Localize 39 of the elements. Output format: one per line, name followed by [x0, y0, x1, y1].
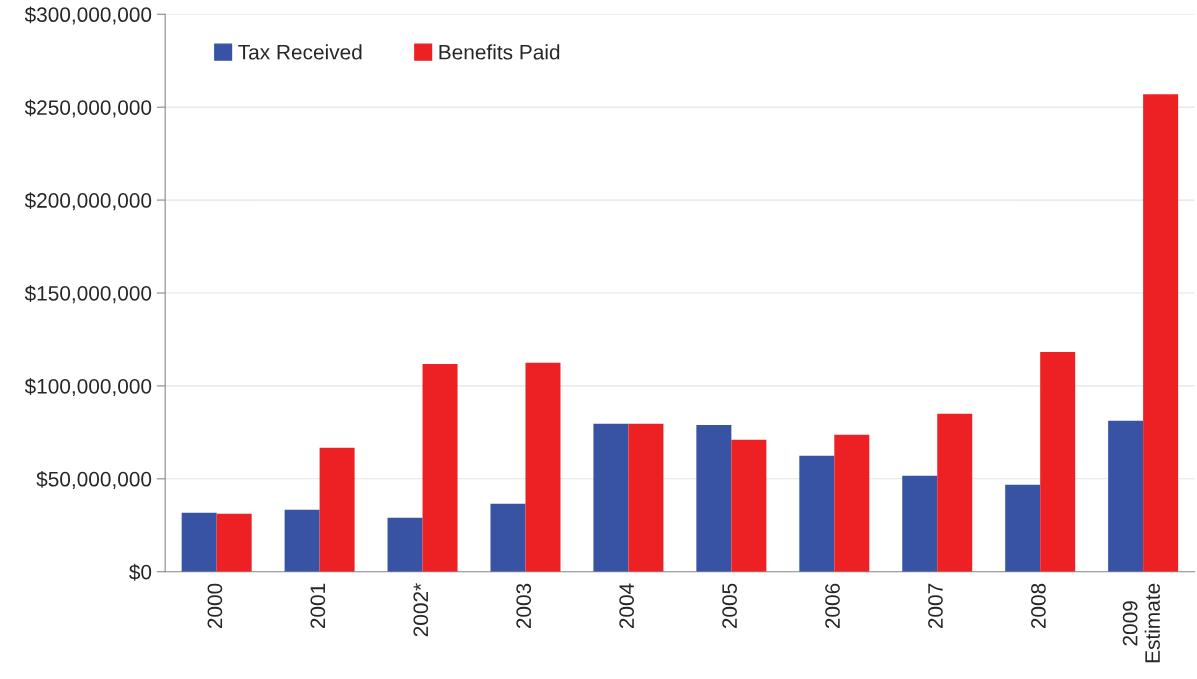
bar: [490, 503, 526, 572]
bar: [799, 455, 835, 572]
legend-label: Benefits Paid: [439, 44, 560, 60]
bar: [181, 512, 217, 572]
bar: [1108, 420, 1144, 572]
bar: [1040, 351, 1076, 572]
x-tick-label: 2006: [825, 583, 840, 629]
legend-label: Tax Received: [238, 44, 362, 60]
bar: [525, 362, 561, 572]
y-tick-label: $0: [129, 563, 152, 581]
x-tick-label: 2009 Estimate: [1122, 583, 1160, 663]
bar: [731, 439, 767, 572]
bar: [422, 363, 458, 572]
bar: [937, 413, 973, 572]
bar: [902, 475, 938, 572]
x-tick-label: 2005: [722, 583, 737, 629]
y-tick-label: $300,000,000: [24, 6, 152, 25]
bar: [696, 424, 732, 572]
x-tick-label: 2004: [619, 583, 635, 629]
x-tick-label: 2003: [516, 583, 532, 629]
bar: [834, 434, 870, 572]
y-tick-label: $200,000,000: [24, 192, 152, 211]
x-tick-label: 2007: [928, 583, 943, 629]
x-tick-label: 2008: [1031, 583, 1046, 629]
x-tick-label: 2002*: [413, 583, 429, 637]
bar: [1143, 94, 1179, 572]
y-tick-label: $100,000,000: [24, 378, 152, 397]
bar: [319, 447, 355, 572]
bar: [1005, 484, 1041, 572]
y-tick-label: $50,000,000: [36, 470, 152, 490]
y-tick-label: $250,000,000: [24, 99, 152, 118]
x-tick-label: 2001: [310, 583, 326, 629]
y-tick-label: $150,000,000: [24, 285, 152, 304]
bar: [628, 423, 664, 572]
bar: [593, 423, 629, 572]
bar: [284, 509, 320, 572]
bar: [387, 517, 423, 572]
x-tick-label: 2000: [207, 583, 223, 629]
bar: [216, 513, 252, 572]
